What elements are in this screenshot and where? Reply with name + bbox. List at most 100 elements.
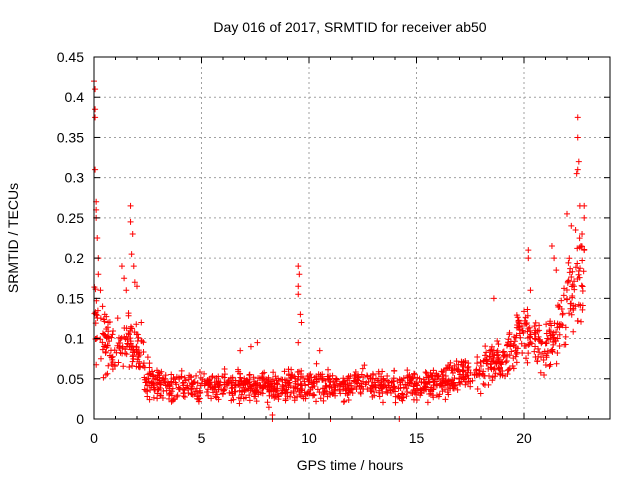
data-point — [332, 375, 339, 382]
data-point — [429, 376, 436, 383]
data-point — [127, 218, 134, 225]
data-point — [246, 372, 253, 379]
data-point — [568, 222, 575, 229]
data-point — [406, 380, 413, 387]
data-point — [476, 370, 483, 377]
data-point — [241, 375, 248, 382]
data-point — [469, 377, 476, 384]
data-point — [309, 383, 316, 390]
data-point — [168, 371, 175, 378]
data-point — [492, 370, 499, 377]
data-point — [442, 396, 449, 403]
data-point — [562, 324, 569, 331]
data-point — [554, 349, 561, 356]
data-point — [140, 363, 147, 370]
data-point — [126, 363, 133, 370]
data-point — [100, 374, 107, 381]
data-point — [340, 378, 347, 385]
data-point — [379, 390, 386, 397]
data-point — [125, 310, 132, 317]
data-point — [527, 331, 534, 338]
data-point — [380, 399, 387, 406]
data-point — [169, 385, 176, 392]
data-point — [524, 359, 531, 366]
data-point — [133, 343, 140, 350]
data-point — [503, 342, 510, 349]
y-tick-label: 0.45 — [57, 49, 84, 65]
data-point — [109, 366, 116, 373]
data-point — [499, 372, 506, 379]
data-point — [474, 360, 481, 367]
data-point — [451, 362, 458, 369]
data-point — [92, 106, 99, 113]
data-point — [118, 263, 125, 270]
data-point — [235, 394, 242, 401]
data-point — [379, 368, 386, 375]
data-point — [555, 303, 562, 310]
data-point — [101, 343, 108, 350]
data-point — [111, 363, 118, 370]
data-point — [92, 309, 99, 316]
data-point — [157, 381, 164, 388]
data-point — [327, 390, 334, 397]
data-point — [205, 392, 212, 399]
data-point — [347, 389, 354, 396]
data-point — [398, 376, 405, 383]
data-point — [558, 297, 565, 304]
data-point — [150, 394, 157, 401]
data-point — [174, 392, 181, 399]
data-point — [294, 393, 301, 400]
data-point — [135, 347, 142, 354]
data-point — [295, 373, 302, 380]
data-point — [138, 319, 145, 326]
data-point — [295, 339, 302, 346]
data-point — [282, 396, 289, 403]
data-point — [409, 375, 416, 382]
data-point — [126, 344, 133, 351]
data-point — [543, 321, 550, 328]
data-point — [521, 308, 528, 315]
data-point — [531, 329, 538, 336]
data-point — [221, 365, 228, 372]
data-point — [97, 336, 104, 343]
data-point — [524, 312, 531, 319]
data-point — [551, 255, 558, 262]
data-point — [550, 341, 557, 348]
data-point — [115, 359, 122, 366]
data-point — [298, 319, 305, 326]
y-tick-label: 0.4 — [65, 89, 85, 105]
data-point — [512, 347, 519, 354]
data-point — [513, 359, 520, 366]
data-point — [581, 214, 588, 221]
data-point — [259, 370, 266, 377]
data-point — [455, 361, 462, 368]
data-point — [512, 334, 519, 341]
data-point — [246, 397, 253, 404]
data-point — [326, 376, 333, 383]
data-point — [442, 382, 449, 389]
data-point — [404, 367, 411, 374]
data-point — [136, 360, 143, 367]
data-point — [273, 388, 280, 395]
data-point — [548, 322, 555, 329]
data-point — [411, 370, 418, 377]
data-point — [413, 391, 420, 398]
data-point — [399, 391, 406, 398]
data-point — [321, 385, 328, 392]
data-point — [472, 367, 479, 374]
data-point — [224, 379, 231, 386]
data-point — [275, 392, 282, 399]
data-point — [532, 319, 539, 326]
data-point — [451, 366, 458, 373]
data-point — [506, 329, 513, 336]
data-point — [569, 268, 576, 275]
data-point — [508, 348, 515, 355]
data-point — [483, 358, 490, 365]
data-point — [367, 387, 374, 394]
data-point — [295, 263, 302, 270]
data-point — [553, 360, 560, 367]
data-point — [575, 301, 582, 308]
data-point — [358, 371, 365, 378]
data-point — [181, 374, 188, 381]
data-point — [523, 355, 530, 362]
